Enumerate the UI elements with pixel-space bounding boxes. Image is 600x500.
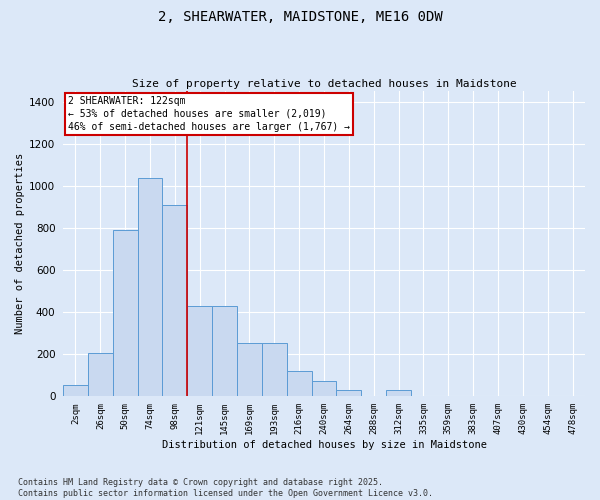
Bar	[262, 344, 287, 396]
Bar	[386, 390, 411, 396]
Bar	[63, 386, 88, 396]
Bar	[311, 381, 337, 396]
Y-axis label: Number of detached properties: Number of detached properties	[15, 153, 25, 334]
Bar	[237, 344, 262, 396]
Bar	[137, 178, 163, 396]
Bar	[113, 230, 137, 396]
Bar	[212, 306, 237, 396]
Bar	[187, 306, 212, 396]
Bar	[337, 390, 361, 396]
Text: 2, SHEARWATER, MAIDSTONE, ME16 0DW: 2, SHEARWATER, MAIDSTONE, ME16 0DW	[158, 10, 442, 24]
Title: Size of property relative to detached houses in Maidstone: Size of property relative to detached ho…	[131, 79, 517, 89]
Bar	[287, 370, 311, 396]
X-axis label: Distribution of detached houses by size in Maidstone: Distribution of detached houses by size …	[161, 440, 487, 450]
Bar	[163, 204, 187, 396]
Text: 2 SHEARWATER: 122sqm
← 53% of detached houses are smaller (2,019)
46% of semi-de: 2 SHEARWATER: 122sqm ← 53% of detached h…	[68, 96, 350, 132]
Bar	[88, 353, 113, 396]
Text: Contains HM Land Registry data © Crown copyright and database right 2025.
Contai: Contains HM Land Registry data © Crown c…	[18, 478, 433, 498]
